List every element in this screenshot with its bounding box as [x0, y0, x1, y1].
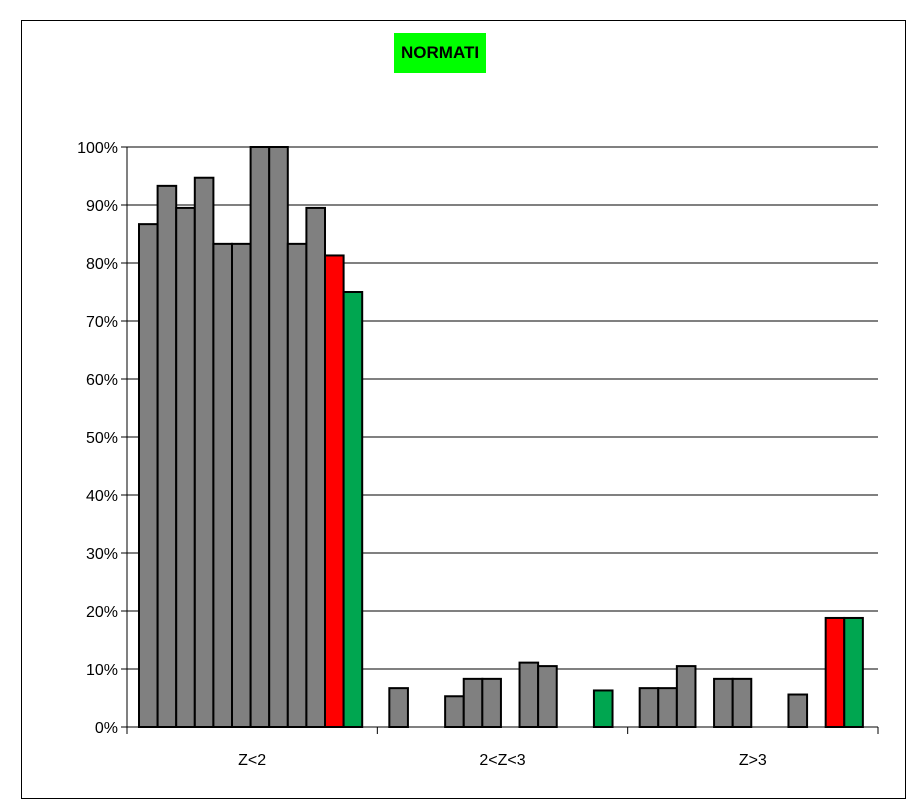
bar-gray [193, 176, 215, 729]
bar-green [342, 291, 364, 728]
bar-gray [286, 242, 308, 729]
axes [121, 146, 879, 734]
bar-gray [268, 146, 289, 728]
bar-gray [518, 661, 540, 728]
y-tick-label: 80% [86, 256, 118, 273]
bar-gray [787, 693, 809, 729]
y-tick-label: 70% [86, 314, 118, 331]
bar-gray [249, 146, 271, 728]
y-tick-label: 30% [86, 546, 118, 563]
bar-green [592, 689, 614, 729]
chart-title: NORMATI [394, 33, 487, 73]
bar-gray [731, 677, 753, 728]
bar-green [843, 616, 864, 729]
bar-gray [388, 687, 409, 729]
bar-gray [657, 687, 678, 729]
y-tick-label: 20% [86, 604, 118, 621]
tick-labels: 0% 10% 20% 30% 40% 50% 60% 70% 80% 90% 100% Z<2 2<Z<… [77, 140, 767, 769]
bar-gray [444, 695, 465, 729]
bar-gray [675, 665, 697, 728]
bar-gray [175, 206, 196, 728]
x-tick-label: 2<Z<3 [479, 752, 525, 769]
bar-gray [462, 677, 484, 728]
y-tick-label: 100% [77, 140, 118, 157]
bar-red [324, 254, 345, 729]
x-tick-label: Z<2 [238, 752, 266, 769]
bar-gray [537, 665, 558, 728]
bar-gray [138, 223, 159, 728]
bar-gray [305, 206, 326, 728]
y-tick-label: 50% [86, 430, 118, 447]
bar-gray [231, 242, 252, 729]
y-tick-label: 0% [95, 720, 118, 737]
y-tick-label: 90% [86, 198, 118, 215]
bars [138, 146, 864, 729]
bar-gray [638, 687, 660, 729]
y-tick-label: 40% [86, 488, 118, 505]
bar-gray [212, 242, 233, 729]
x-tick-label: Z>3 [739, 752, 767, 769]
bar-gray [481, 677, 502, 728]
bar-gray [713, 677, 734, 728]
bar-gray [156, 184, 178, 729]
y-tick-label: 10% [86, 662, 118, 679]
y-tick-label: 60% [86, 372, 118, 389]
bar-red [824, 616, 846, 729]
